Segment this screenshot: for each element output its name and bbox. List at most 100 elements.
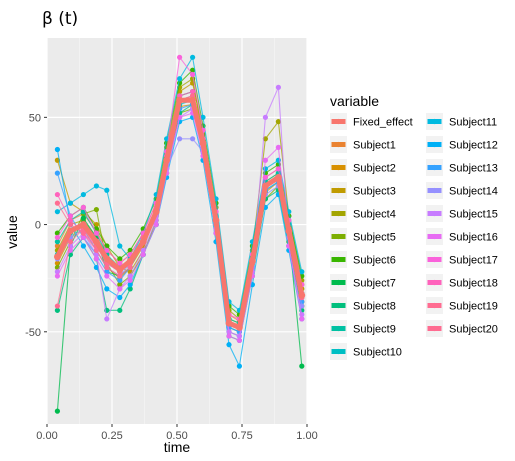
legend-label: Subject6 <box>353 255 396 267</box>
data-point <box>139 238 147 246</box>
legend-key-point <box>335 256 342 263</box>
legend-label: Subject20 <box>449 324 498 336</box>
data-point <box>93 256 99 262</box>
data-point <box>285 227 293 235</box>
legend-item-subject8: Subject8 <box>330 297 396 314</box>
legend-item-subject6: Subject6 <box>330 251 396 268</box>
data-point <box>104 286 110 292</box>
legend-label: Subject7 <box>353 278 396 290</box>
legend-key-point <box>431 325 438 332</box>
legend-key-point <box>431 141 438 148</box>
legend-item-subject13: Subject13 <box>426 159 498 176</box>
legend-label: Subject19 <box>449 301 498 313</box>
data-point <box>80 215 86 221</box>
data-point <box>249 257 256 265</box>
data-point <box>93 230 99 236</box>
legend-item-subject14: Subject14 <box>426 182 498 199</box>
data-point <box>275 84 281 90</box>
y-tick-label: -50 <box>25 327 41 339</box>
data-point <box>104 247 110 253</box>
data-point <box>104 273 110 279</box>
legend-item-subject3: Subject3 <box>330 182 396 199</box>
data-point <box>190 71 196 78</box>
series-layer <box>54 54 306 414</box>
data-point <box>275 173 282 181</box>
data-point <box>262 174 268 180</box>
legend-item-subject1: Subject1 <box>330 136 396 153</box>
data-point <box>54 307 61 313</box>
data-point <box>225 319 233 327</box>
legend-key-point <box>335 325 342 332</box>
legend-item-subject17: Subject17 <box>426 251 498 268</box>
x-axis-title: time <box>164 439 191 455</box>
data-point <box>275 144 281 150</box>
y-tick-label: 50 <box>29 112 41 124</box>
data-point <box>299 316 305 322</box>
data-point <box>262 166 268 172</box>
data-point <box>117 243 123 249</box>
y-axis-title: value <box>4 215 20 249</box>
legend-key-point <box>431 233 438 240</box>
data-point <box>103 255 111 263</box>
data-point <box>275 166 281 172</box>
x-tick-label: 0.25 <box>101 430 122 442</box>
data-point <box>117 282 123 288</box>
x-tick-label: 1.00 <box>296 430 317 442</box>
data-point <box>299 363 305 369</box>
series-fixed-effect <box>54 96 306 331</box>
data-point <box>299 269 305 275</box>
legend-key-point <box>335 164 342 171</box>
data-point <box>117 286 123 292</box>
series-subject11 <box>54 54 305 313</box>
legend-label: Subject16 <box>449 232 498 244</box>
data-point <box>117 273 123 279</box>
data-point <box>67 200 73 206</box>
data-point <box>177 76 183 82</box>
data-point <box>126 257 134 265</box>
legend-key-point <box>431 256 438 263</box>
data-point <box>127 264 133 271</box>
legend-label: Subject3 <box>353 186 396 198</box>
data-point <box>200 114 206 120</box>
data-point <box>127 286 133 292</box>
legend-key-point <box>431 302 438 309</box>
data-point <box>54 253 61 261</box>
data-point <box>190 136 196 142</box>
data-point <box>189 96 197 104</box>
data-point <box>236 324 243 331</box>
data-point <box>116 266 124 273</box>
data-point <box>80 230 86 236</box>
legend-label: Fixed_effect <box>353 117 413 129</box>
legend-label: Subject14 <box>449 186 498 198</box>
data-point <box>190 67 196 73</box>
data-point <box>67 227 74 235</box>
legend-key-point <box>335 187 342 194</box>
legend-key-point <box>431 279 438 286</box>
legend-key-point <box>335 118 342 125</box>
data-point <box>80 234 86 241</box>
legend-item-subject19: Subject19 <box>426 297 498 314</box>
data-point <box>54 200 61 206</box>
chart-title: β (t) <box>42 9 78 29</box>
legend-key-point <box>335 210 342 217</box>
data-point <box>93 183 99 189</box>
legend: Fixed_effect Subject1 Subject2 Subject3 Subj… <box>330 113 498 360</box>
legend-key-point <box>335 302 342 309</box>
data-point <box>190 54 196 60</box>
legend-label: Subject9 <box>353 324 396 336</box>
legend-item-subject11: Subject11 <box>426 113 497 130</box>
x-tick-label: 0.50 <box>166 430 187 442</box>
legend-item-subject15: Subject15 <box>426 205 498 222</box>
legend-label: Subject10 <box>353 347 402 359</box>
legend-item-fixed-effect: Fixed_effect <box>330 113 413 130</box>
data-point <box>67 221 73 228</box>
legend-key-point <box>335 233 342 240</box>
legend-item-subject5: Subject5 <box>330 228 396 245</box>
y-tick-label: 0 <box>35 220 41 232</box>
data-point <box>226 342 232 348</box>
legend-item-subject2: Subject2 <box>330 159 396 176</box>
legend-item-subject18: Subject18 <box>426 274 498 291</box>
data-point <box>275 119 281 125</box>
legend-label: Subject15 <box>449 209 498 221</box>
